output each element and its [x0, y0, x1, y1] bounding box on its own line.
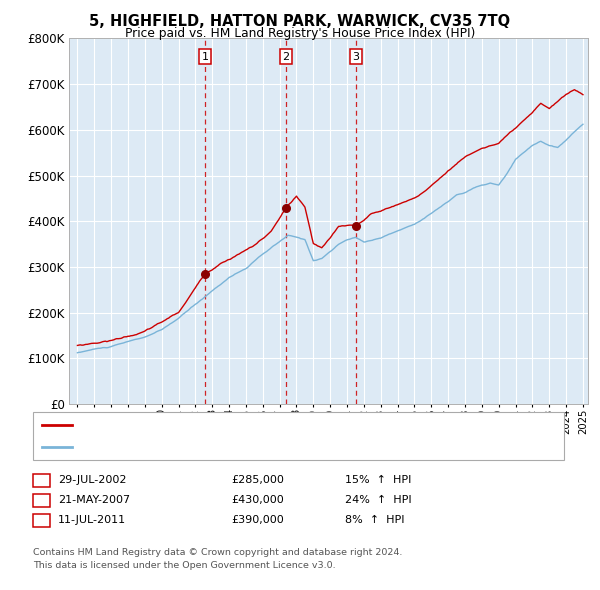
Text: 29-JUL-2002: 29-JUL-2002: [58, 476, 127, 485]
Text: HPI: Average price, detached house, Warwick: HPI: Average price, detached house, Warw…: [78, 442, 314, 452]
Text: £430,000: £430,000: [231, 496, 284, 505]
Text: £285,000: £285,000: [231, 476, 284, 485]
Text: 15%  ↑  HPI: 15% ↑ HPI: [345, 476, 412, 485]
Text: 5, HIGHFIELD, HATTON PARK, WARWICK, CV35 7TQ (detached house): 5, HIGHFIELD, HATTON PARK, WARWICK, CV35…: [78, 420, 437, 430]
Text: 3: 3: [352, 52, 359, 61]
Text: 8%  ↑  HPI: 8% ↑ HPI: [345, 516, 404, 525]
Text: 1: 1: [38, 476, 45, 485]
Text: Price paid vs. HM Land Registry's House Price Index (HPI): Price paid vs. HM Land Registry's House …: [125, 27, 475, 40]
Text: 3: 3: [38, 516, 45, 525]
Text: 21-MAY-2007: 21-MAY-2007: [58, 496, 130, 505]
Text: 11-JUL-2011: 11-JUL-2011: [58, 516, 127, 525]
Text: 24%  ↑  HPI: 24% ↑ HPI: [345, 496, 412, 505]
Text: 2: 2: [283, 52, 289, 61]
Text: This data is licensed under the Open Government Licence v3.0.: This data is licensed under the Open Gov…: [33, 560, 335, 570]
Text: 2: 2: [38, 496, 45, 505]
Text: 5, HIGHFIELD, HATTON PARK, WARWICK, CV35 7TQ: 5, HIGHFIELD, HATTON PARK, WARWICK, CV35…: [89, 14, 511, 30]
Text: Contains HM Land Registry data © Crown copyright and database right 2024.: Contains HM Land Registry data © Crown c…: [33, 548, 403, 557]
Text: 1: 1: [202, 52, 209, 61]
Text: £390,000: £390,000: [231, 516, 284, 525]
